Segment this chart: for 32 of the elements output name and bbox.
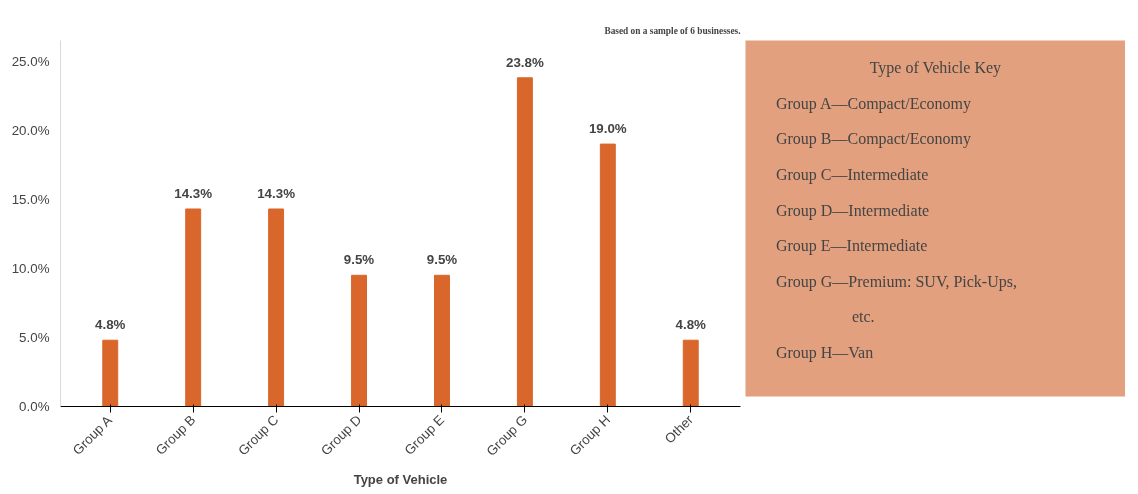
data-label: 4.8% xyxy=(95,317,126,333)
y-tick-label: 20.0% xyxy=(11,122,50,138)
text: Group E—Intermediate xyxy=(775,237,928,256)
y-tick-label: 25.0% xyxy=(11,53,50,69)
bar xyxy=(268,208,285,407)
text: Type of Vehicle Key xyxy=(869,59,1002,78)
text: Group H—Van xyxy=(775,343,874,362)
bar xyxy=(682,339,699,407)
bar xyxy=(102,339,119,407)
x-axis-title: Type of Vehicle xyxy=(353,472,448,488)
data-label: 9.5% xyxy=(343,252,375,268)
data-label: 23.8% xyxy=(505,54,544,70)
y-tick-label: 15.0% xyxy=(11,191,50,207)
text: Group D—Intermediate xyxy=(775,201,930,220)
text: Group C—Intermediate xyxy=(775,165,929,184)
data-label: 14.3% xyxy=(174,186,213,201)
data-label: 9.5% xyxy=(426,252,458,268)
data-label: 19.0% xyxy=(588,121,627,137)
y-tick-label: 10.0% xyxy=(11,260,50,276)
text: Group G—Premium: SUV, Pick-Ups, etc. xyxy=(775,272,1017,326)
y-tick-label: 0.0% xyxy=(19,399,50,414)
data-label: 14.3% xyxy=(257,186,296,201)
text: Group A—Compact/Economy xyxy=(775,94,971,113)
bar xyxy=(599,143,616,407)
bar xyxy=(185,208,202,407)
y-tick-label: 5.0% xyxy=(19,329,50,345)
bar xyxy=(351,274,367,407)
text: Group B—Compact/Economy xyxy=(775,130,971,149)
text: Based on a sample of 6 businesses. xyxy=(604,25,741,36)
bar xyxy=(516,77,533,407)
data-label: 4.8% xyxy=(675,317,707,333)
bar xyxy=(434,274,450,407)
